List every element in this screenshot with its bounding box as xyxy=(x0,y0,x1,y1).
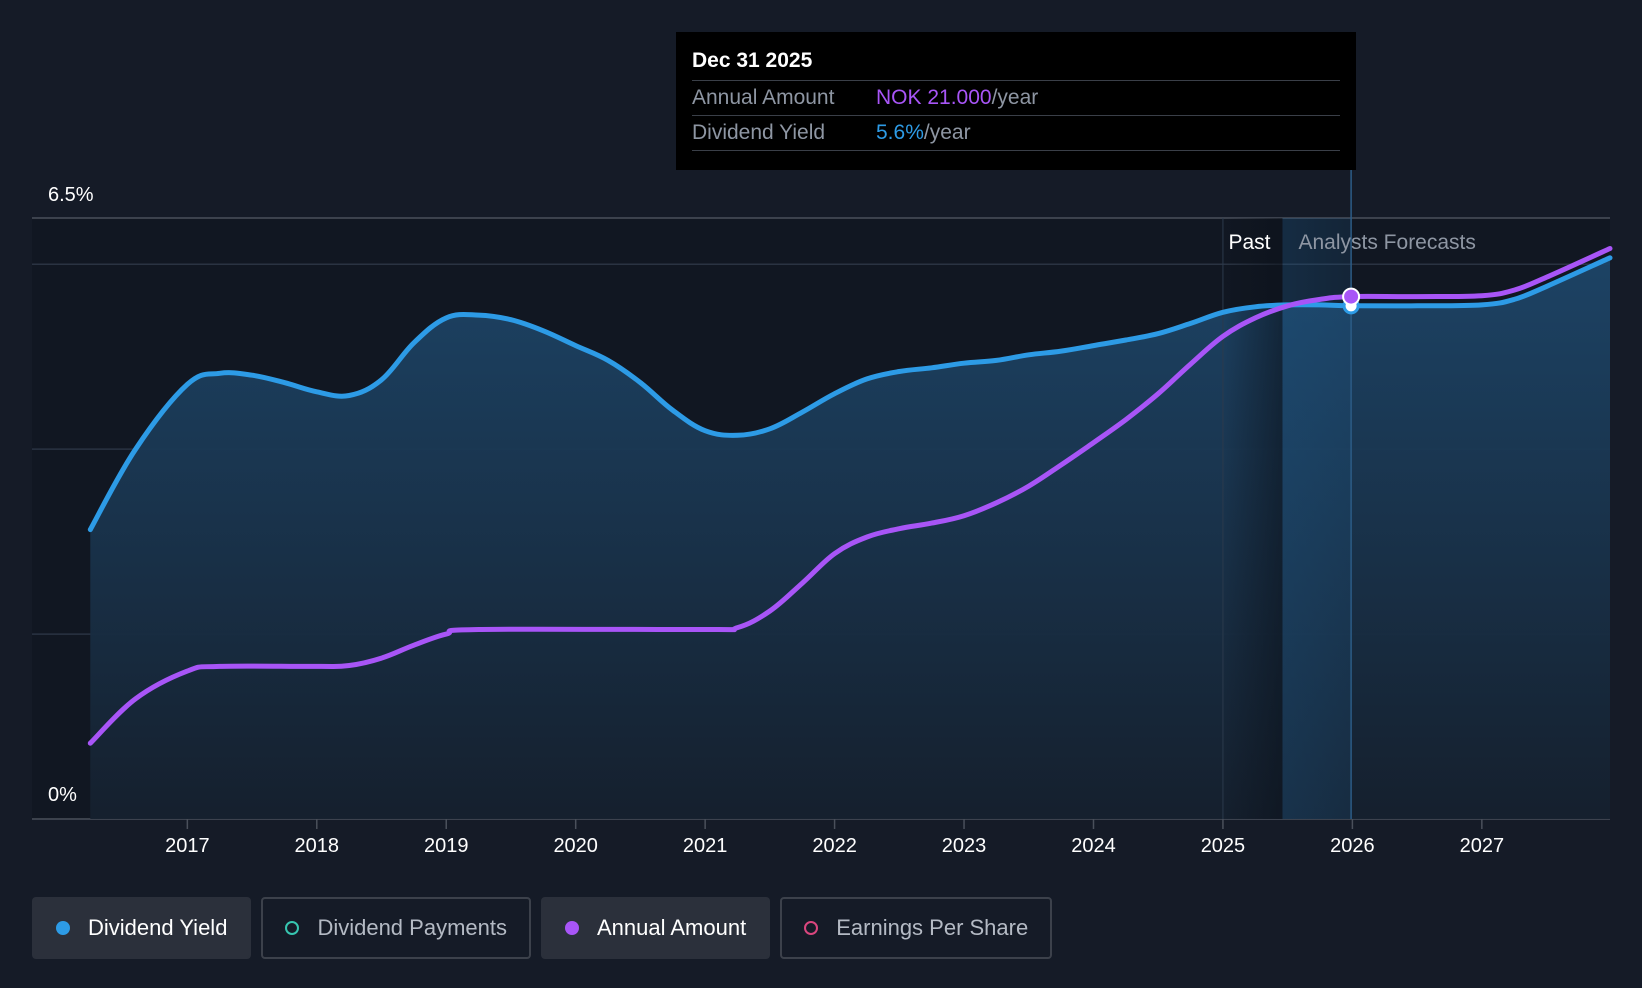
x-tick-label: 2023 xyxy=(942,835,987,857)
past-label: Past xyxy=(1228,231,1270,254)
legend-annual-amount[interactable]: Annual Amount xyxy=(540,897,771,959)
forecast-highlight xyxy=(1282,218,1352,819)
tooltip-value: NOK 21.000 xyxy=(876,86,992,109)
y-min-label: 0% xyxy=(48,784,77,806)
x-tick-label: 2021 xyxy=(683,835,728,857)
tooltip-value: 5.6% xyxy=(876,121,924,144)
x-tick-label: 2022 xyxy=(812,835,857,857)
x-tick-label: 2024 xyxy=(1071,835,1116,857)
dividend-yield-dot-icon xyxy=(56,921,70,935)
tooltip-unit: /year xyxy=(923,121,971,144)
x-tick-label: 2018 xyxy=(295,835,340,857)
tooltip: Dec 31 2025 Annual Amount NOK 21.000 /ye… xyxy=(676,32,1356,170)
x-tick-label: 2017 xyxy=(165,835,210,857)
annual-amount-line xyxy=(87,246,1613,746)
legend: Dividend Yield Dividend Payments Annual … xyxy=(32,897,1053,959)
tooltip-label: Dividend Yield xyxy=(692,121,826,144)
legend-earnings-per-share[interactable]: Earnings Per Share xyxy=(780,897,1053,959)
annual-amount-marker xyxy=(1342,287,1361,306)
tooltip-date: Dec 31 2025 xyxy=(692,46,1340,81)
x-tick-label: 2026 xyxy=(1330,835,1375,857)
tooltip-label: Annual Amount xyxy=(692,86,835,109)
x-tick-label: 2020 xyxy=(553,835,598,857)
tooltip-unit: /year xyxy=(991,86,1039,109)
y-axis: 6.5% 0% xyxy=(48,184,94,806)
legend-label: Dividend Yield xyxy=(88,915,228,940)
x-tick-label: 2027 xyxy=(1460,835,1505,857)
legend-label: Earnings Per Share xyxy=(836,915,1029,940)
tooltip-row-dividend-yield: Dividend Yield 5.6% /year xyxy=(692,116,1340,151)
annual-amount-dot-icon xyxy=(564,921,579,935)
earnings-per-share-ring-icon xyxy=(804,921,819,935)
legend-dividend-yield[interactable]: Dividend Yield xyxy=(32,897,252,959)
tooltip-row-annual-amount: Annual Amount NOK 21.000 /year xyxy=(692,81,1340,116)
dividend-payments-ring-icon xyxy=(285,921,300,935)
legend-label: Dividend Payments xyxy=(317,915,507,940)
x-tick-label: 2019 xyxy=(424,835,469,857)
legend-label: Annual Amount xyxy=(596,915,747,940)
x-tick-label: 2025 xyxy=(1201,835,1246,857)
legend-dividend-payments[interactable]: Dividend Payments xyxy=(261,897,531,959)
y-max-label: 6.5% xyxy=(48,184,94,206)
forecast-label: Analysts Forecasts xyxy=(1298,231,1475,254)
x-axis: 2017 2018 2019 2020 2021 2022 2023 2024 2025 2026… xyxy=(165,819,1504,857)
